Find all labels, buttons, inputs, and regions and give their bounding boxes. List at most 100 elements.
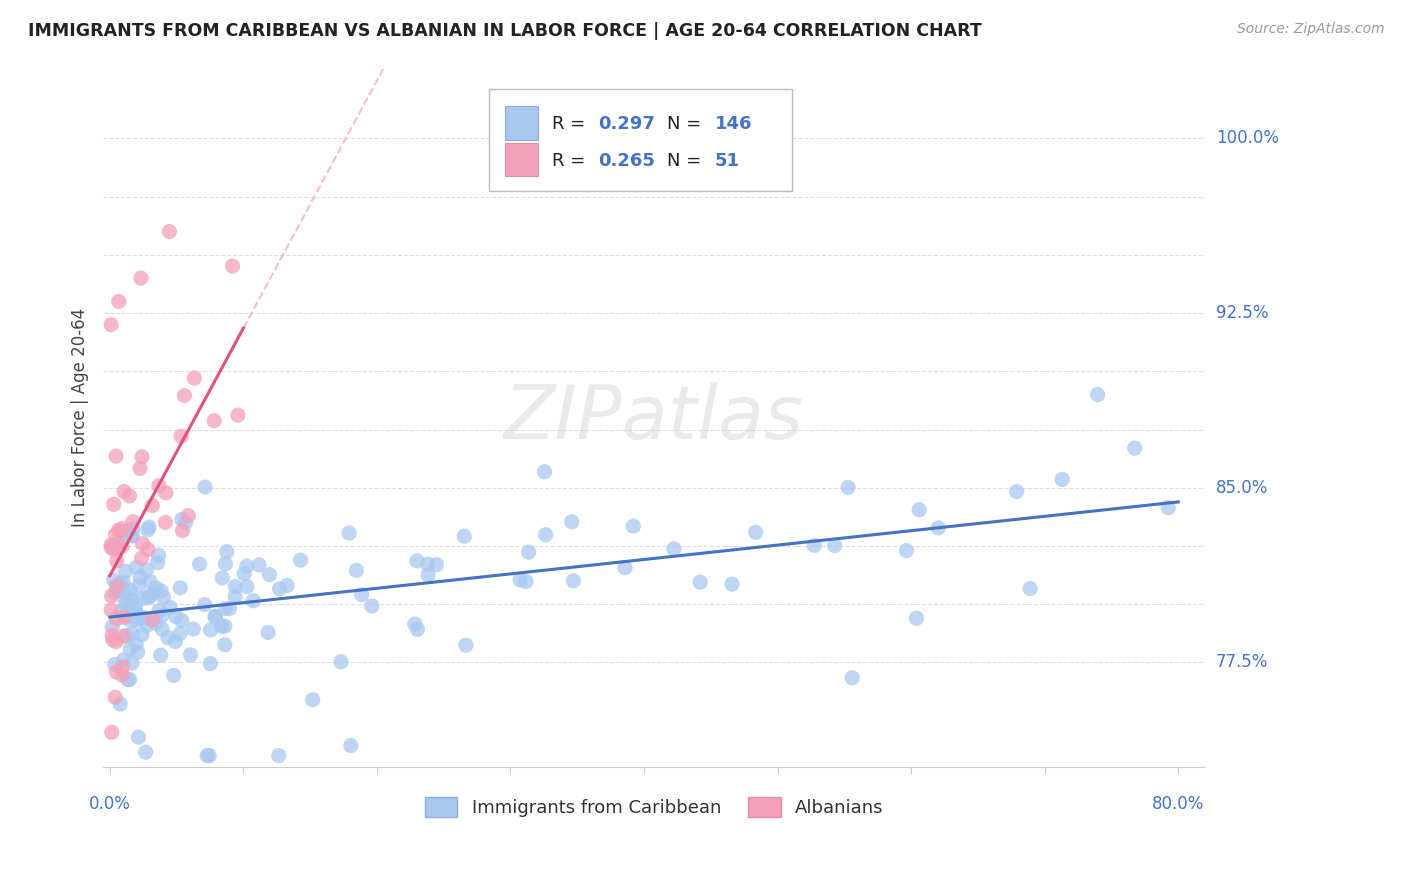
Point — [170, 429, 193, 443]
Point — [224, 580, 246, 594]
Y-axis label: In Labor Force | Age 20-64: In Labor Force | Age 20-64 — [72, 309, 89, 527]
Point — [150, 622, 173, 636]
Point — [131, 628, 153, 642]
Point — [194, 598, 217, 612]
Point — [561, 515, 583, 529]
Point — [169, 581, 191, 595]
Point — [112, 629, 135, 643]
Point — [202, 414, 225, 428]
Point — [269, 582, 291, 596]
Point — [112, 484, 135, 499]
Point — [100, 538, 122, 552]
Point — [360, 599, 382, 613]
Point — [145, 615, 167, 630]
Point — [179, 648, 201, 662]
Point — [104, 585, 127, 599]
Point — [183, 371, 205, 385]
Point — [120, 642, 142, 657]
Point — [1050, 473, 1073, 487]
Text: 100.0%: 100.0% — [1216, 129, 1278, 147]
Point — [110, 605, 132, 619]
Point — [107, 541, 129, 555]
Point — [454, 638, 477, 652]
Bar — [505, 143, 538, 176]
Point — [121, 656, 143, 670]
Point — [148, 548, 170, 562]
Point — [416, 557, 439, 571]
Point — [105, 554, 128, 568]
Point — [145, 581, 167, 595]
Point — [124, 601, 146, 615]
Point — [170, 512, 193, 526]
Point — [100, 541, 122, 555]
Point — [100, 603, 122, 617]
Point — [141, 613, 163, 627]
Point — [135, 618, 157, 632]
Text: ZIPatlas: ZIPatlas — [503, 382, 804, 454]
Point — [188, 557, 211, 571]
Point — [204, 610, 226, 624]
Point — [111, 660, 134, 674]
Point — [330, 655, 353, 669]
Point — [105, 449, 128, 463]
Point — [108, 576, 131, 591]
Point — [103, 542, 125, 557]
Point — [173, 388, 195, 402]
Point — [139, 590, 162, 604]
Text: 80.0%: 80.0% — [1152, 795, 1205, 814]
Point — [120, 614, 142, 628]
Point — [127, 613, 149, 627]
Point — [103, 497, 125, 511]
Text: 92.5%: 92.5% — [1216, 304, 1268, 322]
Point — [141, 588, 163, 602]
Point — [111, 539, 134, 553]
Point — [165, 609, 187, 624]
Point — [181, 622, 204, 636]
Point — [837, 480, 859, 494]
Point — [141, 499, 163, 513]
Point — [122, 522, 145, 536]
Point — [114, 565, 136, 579]
Point — [267, 748, 290, 763]
Bar — [505, 106, 538, 140]
Point — [242, 594, 264, 608]
Point — [117, 673, 139, 687]
Point — [721, 577, 744, 591]
Point — [233, 566, 256, 581]
Point — [211, 571, 233, 585]
Point — [134, 611, 156, 625]
Point — [139, 574, 162, 589]
Text: 77.5%: 77.5% — [1216, 654, 1268, 672]
Point — [129, 610, 152, 624]
Point — [128, 578, 150, 592]
Point — [112, 653, 135, 667]
Point — [107, 294, 129, 309]
Point — [214, 601, 236, 615]
Point — [111, 521, 134, 535]
Point — [613, 560, 636, 574]
Point — [118, 489, 141, 503]
Point — [621, 519, 644, 533]
Point — [159, 600, 181, 615]
Point — [194, 480, 217, 494]
Point — [416, 567, 439, 582]
Point — [257, 625, 280, 640]
FancyBboxPatch shape — [489, 89, 792, 191]
Point — [226, 408, 249, 422]
Point — [136, 523, 159, 537]
Point — [406, 554, 429, 568]
Point — [101, 620, 124, 634]
Point — [841, 671, 863, 685]
Point — [115, 628, 138, 642]
Point — [104, 690, 127, 705]
Point — [214, 638, 236, 652]
Point — [214, 557, 236, 571]
Text: Source: ZipAtlas.com: Source: ZipAtlas.com — [1237, 22, 1385, 37]
Point — [689, 575, 711, 590]
Text: R =: R = — [551, 152, 591, 169]
Point — [125, 607, 148, 621]
Point — [276, 578, 298, 592]
Point — [1087, 387, 1109, 401]
Text: 146: 146 — [714, 115, 752, 134]
Point — [896, 543, 918, 558]
